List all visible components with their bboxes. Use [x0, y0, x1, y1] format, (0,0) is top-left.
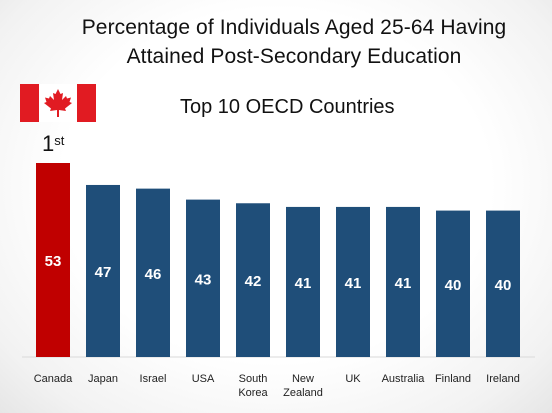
value-label: 47 — [95, 264, 112, 281]
category-label: UK — [345, 373, 361, 385]
category-label-line: Israel — [140, 373, 167, 385]
flag-left-band — [20, 84, 39, 122]
bar-south-korea — [236, 203, 270, 357]
canada-flag-icon — [20, 84, 96, 122]
category-label-line: USA — [192, 373, 215, 385]
value-label: 41 — [395, 275, 412, 292]
category-label-line: Zealand — [283, 387, 323, 399]
bar-australia — [386, 206, 420, 357]
value-label: 53 — [45, 253, 62, 270]
category-label: Australia — [382, 373, 426, 385]
rank-number: 1 — [42, 131, 55, 156]
category-label-line: Canada — [34, 373, 73, 385]
rank-label: 1st — [42, 131, 64, 157]
category-label: Japan — [88, 373, 118, 385]
category-label-line: Japan — [88, 373, 118, 385]
bar-uk — [336, 206, 370, 357]
category-label-line: South — [239, 373, 268, 385]
value-label: 41 — [345, 275, 362, 292]
category-label: USA — [192, 373, 215, 385]
category-label: Ireland — [486, 373, 520, 385]
category-label-line: Korea — [238, 387, 268, 399]
chart-title-line-1: Percentage of Individuals Aged 25-64 Hav… — [81, 16, 507, 39]
maple-leaf-icon — [44, 89, 72, 117]
category-label: New Zealand — [283, 373, 323, 399]
category-label-group: Canada Japan Israel USA South Korea New Zealand… — [34, 373, 520, 399]
category-label-line: Finland — [435, 373, 471, 385]
bar-canada — [36, 163, 70, 357]
category-label: Canada — [34, 373, 73, 385]
category-label-line: UK — [345, 373, 361, 385]
bar-new-zealand — [286, 206, 320, 357]
value-label: 40 — [445, 277, 462, 294]
category-label-line: Australia — [382, 373, 426, 385]
category-label-line: Ireland — [486, 373, 520, 385]
bar-israel — [136, 188, 170, 357]
category-label: Finland — [435, 373, 471, 385]
value-label: 46 — [145, 266, 162, 283]
bar-usa — [186, 199, 220, 357]
value-label-group: 53 47 46 43 42 41 41 41 40 40 — [45, 253, 512, 294]
value-label: 43 — [195, 271, 212, 288]
bar-finland — [436, 210, 470, 357]
bar-japan — [86, 184, 120, 357]
value-label: 41 — [295, 275, 312, 292]
flag-right-band — [77, 84, 96, 122]
category-label: South Korea — [238, 373, 268, 399]
value-label: 42 — [245, 273, 262, 290]
chart-subtitle: Top 10 OECD Countries — [180, 96, 395, 118]
value-label: 40 — [495, 277, 512, 294]
category-label-line: New — [292, 373, 314, 385]
category-label: Israel — [140, 373, 167, 385]
bar-ireland — [486, 210, 520, 357]
rank-suffix: st — [54, 133, 65, 148]
chart-title-line-2: Attained Post-Secondary Education — [126, 45, 462, 68]
bar-group — [36, 163, 520, 357]
